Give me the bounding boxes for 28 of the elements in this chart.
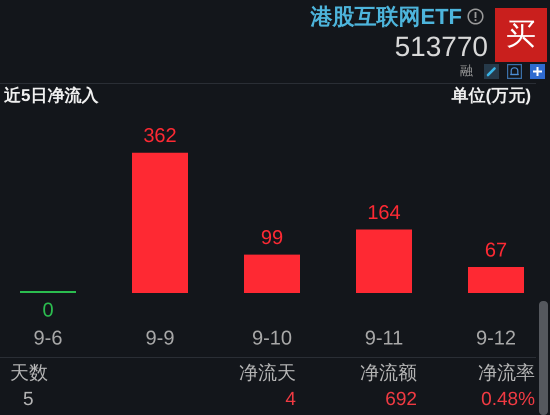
data-label: 164 <box>367 202 401 224</box>
text: 5 <box>23 389 34 411</box>
bar <box>468 267 524 293</box>
x-tick-label: 9-12 <box>476 328 516 350</box>
text: 0.48% <box>481 389 535 411</box>
data-label: 67 <box>484 240 508 262</box>
text: 港股互联网ETF <box>310 4 462 30</box>
x-tick-label: 9-6 <box>34 328 62 350</box>
chart-title: 近5日净流入 <box>4 86 98 106</box>
x-tick-label: 9-10 <box>252 328 292 350</box>
data-label: 362 <box>143 125 177 148</box>
data-label: 0 <box>42 300 54 322</box>
text: 融 <box>460 63 473 79</box>
text: 净流天 <box>239 363 296 385</box>
buy-button: 买 <box>495 8 547 62</box>
bar <box>244 254 300 293</box>
bar <box>356 229 412 293</box>
text: 净流额 <box>360 363 417 385</box>
text: 692 <box>385 389 417 411</box>
x-tick-label: 9-11 <box>364 328 404 350</box>
text: 净流率 <box>478 363 535 385</box>
text: 4 <box>285 389 296 411</box>
text: 513770 <box>394 31 488 64</box>
bar <box>132 152 188 293</box>
data-label: 99 <box>260 227 284 250</box>
text: 单位(万元) <box>452 86 531 106</box>
x-tick-label: 9-9 <box>146 328 174 350</box>
text: 天数 <box>10 363 48 385</box>
